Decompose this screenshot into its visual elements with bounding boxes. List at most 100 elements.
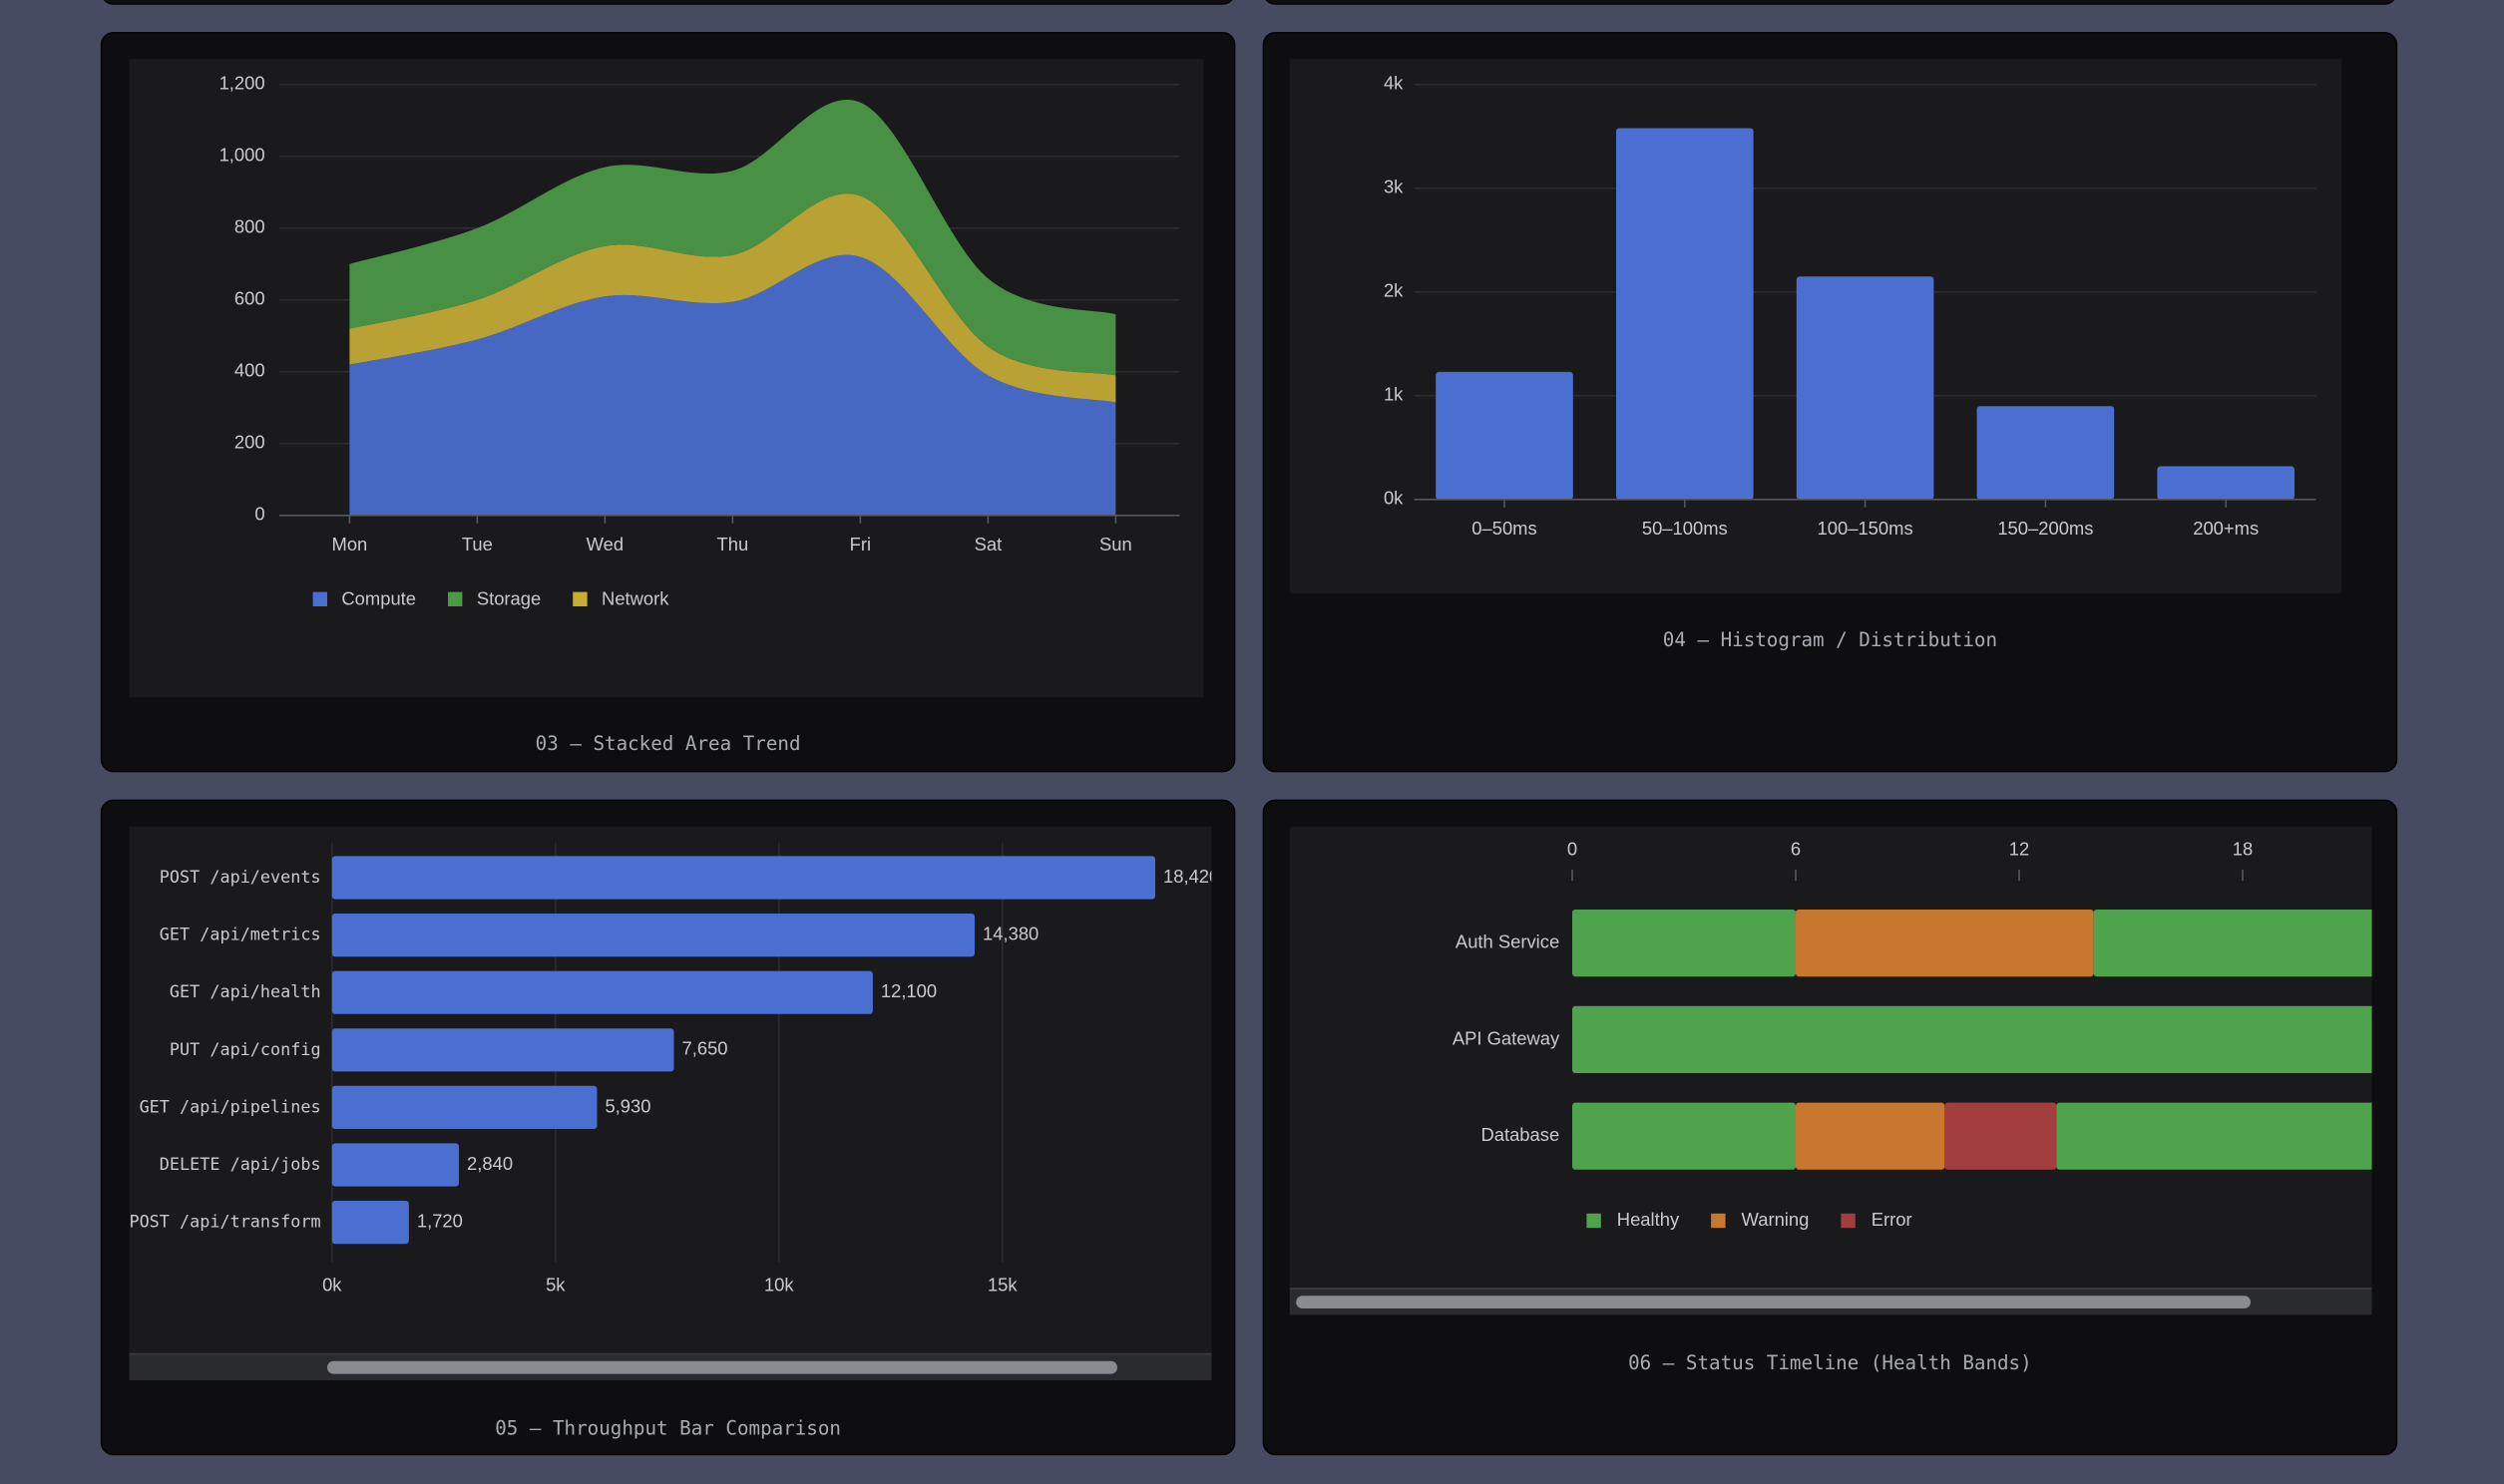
x-tick-label: 0–50ms	[1471, 518, 1536, 539]
bar	[331, 970, 873, 1014]
legend-label: Error	[1872, 1209, 1912, 1230]
legend-label: Storage	[477, 587, 541, 608]
y-tick-label: 3k	[1384, 177, 1404, 197]
area	[349, 254, 1116, 516]
status-segment	[1944, 1102, 2057, 1170]
chart: 0k 1k 2k 3k 4k 0–50ms 50–100ms 100–150ms 150–200…	[1384, 73, 2316, 539]
status-segment	[1572, 910, 1796, 977]
category-label: GET /api/health	[170, 981, 321, 1001]
bar	[331, 1085, 598, 1129]
x-tick-label: 0	[1567, 839, 1577, 860]
category-label: GET /api/metrics	[160, 925, 321, 944]
chart: 0k 5k 10k 15k POST /api/events 18,420 GET /api…	[130, 842, 1211, 1295]
bar	[331, 1143, 460, 1187]
y-tick-label: 1,000	[219, 145, 265, 166]
row-label: API Gateway	[1453, 1027, 1560, 1048]
chart-caption: 04 — Histogram / Distribution	[1662, 628, 1997, 651]
chart-panel: 0k 5k 10k 15k POST /api/events 18,420 GET /api…	[100, 799, 1236, 1456]
x-tick-label: Sun	[1099, 534, 1132, 555]
bar	[331, 1201, 409, 1245]
scrollbar-thumb[interactable]	[1296, 1296, 2251, 1308]
bar	[331, 914, 976, 957]
value-label: 2,840	[467, 1153, 513, 1174]
value-label: 7,650	[682, 1038, 728, 1059]
scrollbar-track[interactable]	[1289, 1288, 2372, 1315]
chart-caption: 06 — Status Timeline (Health Bands)	[1628, 1351, 2032, 1374]
x-tick-label: 10k	[764, 1274, 794, 1295]
y-tick-label: 2k	[1384, 280, 1404, 301]
x-tick-label: 6	[1791, 839, 1801, 860]
chart-area: 0k 5k 10k 15k POST /api/events 18,420 GET /api…	[129, 826, 1212, 1380]
status-segment	[1572, 1005, 2372, 1073]
y-tick-label: 200	[234, 432, 265, 453]
x-tick-label: Sat	[975, 534, 1003, 555]
x-tick-label: Thu	[717, 534, 749, 555]
bar	[2157, 466, 2295, 500]
status-segment	[2093, 910, 2372, 977]
chart: 0 6 12 18 Auth Service API Gateway Database Hea…	[1453, 839, 2372, 1230]
status-segment	[2056, 1102, 2372, 1170]
x-tick-label: 5k	[546, 1274, 566, 1295]
x-tick-label: 100–150ms	[1818, 518, 1913, 539]
bar	[331, 856, 1156, 900]
value-label: 12,100	[881, 980, 937, 1001]
legend-label: Healthy	[1617, 1209, 1680, 1230]
x-tick-label: 15k	[988, 1274, 1018, 1295]
value-label: 14,380	[983, 923, 1039, 943]
status-segment	[1572, 1102, 1796, 1170]
legend-swatch	[573, 591, 588, 606]
category-label: DELETE /api/jobs	[160, 1154, 321, 1174]
status-segment	[1796, 910, 2094, 977]
bar	[1436, 371, 1573, 500]
category-label: PUT /api/config	[170, 1039, 321, 1059]
legend-swatch	[1841, 1213, 1856, 1229]
y-tick-label: 1k	[1384, 384, 1404, 405]
x-tick-label: Mon	[332, 534, 368, 555]
chart: 0 200 400 600 800 1,000 1,200 Mon Tue Wed Thu Fri Sa…	[219, 73, 1180, 608]
category-label: POST /api/events	[160, 867, 321, 887]
scrollbar-track[interactable]	[129, 1352, 1212, 1380]
x-tick-label: 50–100ms	[1642, 518, 1728, 539]
panel-top-right	[1262, 0, 2398, 5]
legend-label: Network	[602, 587, 669, 608]
chart-caption: 05 — Throughput Bar Comparison	[495, 1416, 841, 1440]
value-label: 1,720	[417, 1210, 463, 1231]
value-label: 18,420	[1163, 866, 1211, 887]
bar	[1616, 128, 1754, 500]
x-tick-label: 200+ms	[2193, 518, 2259, 539]
chart-panel: 0 200 400 600 800 1,000 1,200 Mon Tue Wed Thu Fri Sa…	[100, 32, 1236, 773]
legend-swatch	[1711, 1213, 1726, 1229]
row-label: Auth Service	[1456, 930, 1559, 951]
status-segment	[1796, 1102, 1945, 1170]
y-tick-label: 400	[234, 360, 265, 381]
bar	[1976, 406, 2115, 500]
legend-swatch	[1586, 1213, 1601, 1229]
bar	[331, 1028, 674, 1072]
legend-swatch	[448, 591, 463, 606]
area	[349, 193, 1116, 403]
x-tick-label: 12	[2009, 839, 2029, 860]
chart-caption: 03 — Stacked Area Trend	[535, 732, 801, 755]
scrollbar-thumb[interactable]	[327, 1360, 1117, 1374]
panel-top-left	[100, 0, 1236, 5]
row-label: Database	[1480, 1124, 1559, 1145]
x-tick-label: 18	[2233, 839, 2253, 860]
value-label: 5,930	[605, 1095, 650, 1116]
y-tick-label: 1,200	[219, 73, 265, 94]
legend-label: Warning	[1742, 1209, 1810, 1230]
y-tick-label: 0k	[1384, 488, 1404, 509]
x-tick-label: 0k	[322, 1274, 342, 1295]
y-tick-label: 0	[254, 504, 264, 525]
x-tick-label: Wed	[587, 534, 624, 555]
y-tick-label: 4k	[1384, 73, 1404, 94]
chart-area: 0 6 12 18 Auth Service API Gateway Database Hea…	[1289, 826, 2372, 1315]
legend-label: Compute	[341, 587, 416, 608]
x-tick-label: 150–200ms	[1997, 518, 2093, 539]
chart-panel: 0k 1k 2k 3k 4k 0–50ms 50–100ms 100–150ms 150–200…	[1262, 32, 2398, 773]
y-tick-label: 800	[234, 216, 265, 237]
chart-area: 0k 1k 2k 3k 4k 0–50ms 50–100ms 100–150ms 150–200…	[1289, 59, 2342, 594]
legend-swatch	[312, 591, 327, 606]
category-label: GET /api/pipelines	[140, 1096, 321, 1116]
